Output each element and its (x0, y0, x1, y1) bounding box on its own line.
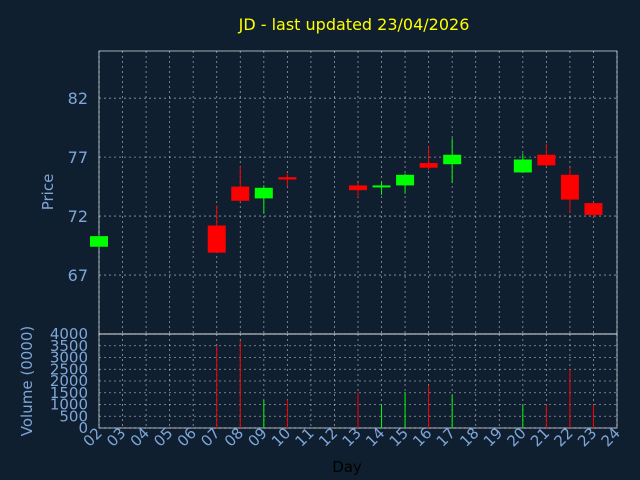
volume-axis-title: Volume (0000) (18, 326, 36, 436)
volume-tick-label: 0 (78, 419, 88, 437)
volume-tick-label: 3500 (50, 337, 88, 355)
volume-tick-label: 3000 (50, 349, 88, 367)
chart-title: JD - last updated 23/04/2026 (238, 15, 470, 34)
volume-tick-label: 4000 (50, 325, 88, 343)
volume-tick-label: 1000 (50, 396, 88, 414)
candle-body (231, 186, 250, 201)
candle-body (560, 174, 579, 200)
candle-body (207, 225, 226, 253)
candle-body (396, 174, 415, 186)
candle-body (537, 154, 556, 166)
price-tick-label: 67 (68, 266, 88, 285)
volume-tick-label: 500 (59, 407, 88, 425)
candle-body (349, 185, 367, 191)
volume-tick-label: 1500 (50, 384, 88, 402)
price-axis-title: Price (39, 174, 57, 211)
volume-tick-label: 2500 (50, 360, 88, 378)
candle-body (372, 185, 391, 188)
price-panel: 67 72 77 82 (68, 50, 618, 335)
price-tick-label: 82 (68, 89, 88, 108)
candle-body (584, 203, 603, 215)
candle-body (254, 187, 273, 199)
price-tick-label: 72 (68, 207, 88, 226)
candle-body (443, 154, 462, 165)
volume-tick-label: 2000 (50, 372, 88, 390)
x-axis: 0203040506070809101112131415161718192021… (80, 424, 624, 450)
x-axis-title: Day (332, 458, 362, 476)
candle-body (513, 159, 532, 173)
candle-body (90, 236, 108, 247)
price-tick-label: 77 (68, 148, 88, 167)
candle-body (419, 163, 438, 168)
candle-body (278, 177, 297, 180)
